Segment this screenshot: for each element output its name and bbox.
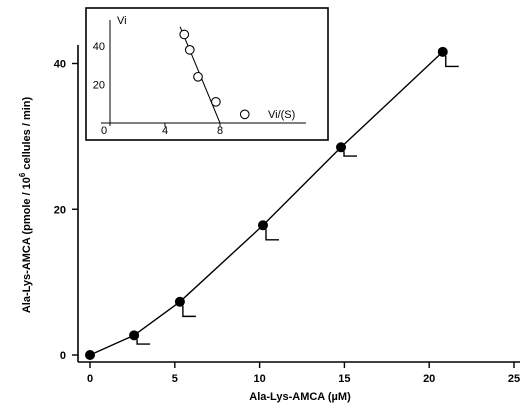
main-x-tick-label: 10 xyxy=(253,373,265,385)
main-error-bar xyxy=(343,151,358,157)
main-y-tick-label: 40 xyxy=(54,59,66,71)
main-x-ticks: 0 5 10 15 20 25 xyxy=(87,362,520,385)
main-y-tick-label: 0 xyxy=(60,350,66,362)
inset-x-tick-label: 4 xyxy=(162,125,168,137)
inset-x-ticks: 0 4 8 xyxy=(101,123,223,137)
inset-data-point xyxy=(184,44,195,55)
main-x-tick-label: 0 xyxy=(87,373,93,385)
main-data-point xyxy=(257,220,268,231)
inset-frame xyxy=(85,7,329,141)
inset-y-axis-title: Vi xyxy=(117,15,127,27)
main-data-point xyxy=(437,46,448,57)
main-x-tick-label: 15 xyxy=(338,373,350,385)
main-error-bar xyxy=(136,339,151,345)
inset-data-point xyxy=(239,109,250,120)
main-error-bar xyxy=(445,55,459,68)
main-data-points xyxy=(85,46,448,360)
main-series-line xyxy=(89,51,444,356)
main-x-tick-label: 25 xyxy=(508,373,520,385)
inset-y-tick-label: 20 xyxy=(93,80,105,92)
inset-x-axis-title: Vi/(S) xyxy=(268,109,295,121)
main-error-bar xyxy=(265,229,279,241)
main-error-bars xyxy=(136,55,459,345)
main-y-axis-title: Ala-Lys-AMCA (pmole / 106 cellules / min… xyxy=(18,96,33,313)
main-y-ticks: 0 20 40 xyxy=(54,59,78,362)
main-x-axis-title: Ala-Lys-AMCA (µM) xyxy=(249,391,351,403)
main-y-tick-label: 20 xyxy=(54,204,66,216)
inset-x-tick-label: 0 xyxy=(101,125,107,137)
inset-data-point xyxy=(179,29,190,40)
inset-data-points xyxy=(179,29,250,120)
main-x-tick-label: 20 xyxy=(423,373,435,385)
inset-data-point xyxy=(211,96,221,107)
main-error-bar xyxy=(182,305,196,318)
inset-x-tick-label: 8 xyxy=(217,125,223,137)
inset-data-point xyxy=(193,71,203,82)
main-data-point xyxy=(336,142,347,153)
main-x-tick-label: 5 xyxy=(172,373,178,385)
inset-y-tick-label: 40 xyxy=(93,41,105,53)
main-data-point xyxy=(85,350,95,360)
main-data-point xyxy=(174,296,185,307)
main-data-point xyxy=(129,330,140,341)
